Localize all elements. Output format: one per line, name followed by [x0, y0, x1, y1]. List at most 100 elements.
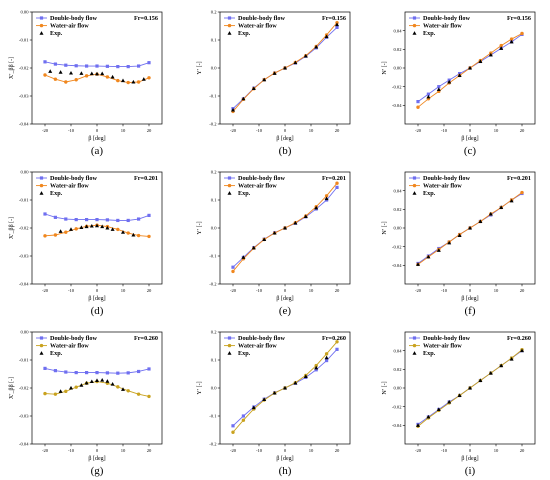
- data-point: [116, 227, 120, 232]
- y-tick-label: -0.1: [209, 94, 217, 99]
- legend-entry: Water-air flow: [423, 343, 462, 350]
- y-axis-label: Y′ [-]: [197, 61, 203, 74]
- x-tick-label: 0: [96, 448, 99, 453]
- data-point: [335, 25, 339, 29]
- x-axis-label: β [deg]: [461, 296, 478, 302]
- y-tick-label: 0.0: [211, 386, 217, 391]
- x-tick-label: -10: [256, 448, 263, 453]
- data-point: [43, 234, 47, 238]
- y-tick-label: -0.03: [19, 254, 29, 259]
- data-point: [426, 92, 430, 96]
- data-point: [126, 371, 130, 375]
- data-point: [509, 198, 514, 203]
- data-point: [478, 59, 483, 63]
- froude-label: Fr=0.156: [507, 15, 531, 22]
- data-point: [53, 77, 58, 81]
- data-point: [74, 385, 78, 389]
- series-line: [417, 33, 523, 108]
- data-point: [105, 225, 110, 230]
- data-point: [509, 39, 514, 44]
- data-point: [520, 190, 524, 195]
- x-axis-label: β [deg]: [276, 456, 293, 462]
- x-tick-label: -20: [230, 448, 237, 453]
- data-point: [457, 73, 462, 77]
- legend-entry: Water-air flow: [238, 343, 277, 350]
- chart-panel-i: -20 -10 0 10 20 -0.04 -0.02 0.00 0.02 0.04 β [deg]…: [382, 331, 536, 477]
- data-point: [416, 262, 420, 266]
- chart-panel-g: -20 -10 0 10 20 -0.04 -0.03 -0.02 -0.01 0.00 β [de…: [9, 330, 163, 477]
- y-tick-label: 0.1: [211, 358, 217, 363]
- data-point: [314, 44, 319, 49]
- data-point: [251, 405, 256, 410]
- data-point: [416, 105, 420, 109]
- data-point: [436, 87, 441, 91]
- data-point: [116, 218, 120, 223]
- data-point: [447, 240, 452, 245]
- data-point: [272, 390, 277, 395]
- data-point: [314, 363, 318, 368]
- legend-marker: [39, 176, 44, 180]
- data-point: [335, 340, 339, 344]
- legend-entry: Exp.: [238, 190, 251, 197]
- y-tick-label: 0.04: [393, 188, 402, 193]
- legend-entry: Double-body flow: [238, 15, 285, 22]
- legend-marker: [227, 336, 232, 340]
- x-tick-label: 20: [520, 288, 525, 293]
- data-point: [241, 96, 246, 101]
- data-point: [69, 385, 73, 390]
- data-point: [100, 71, 105, 76]
- legend-entry: Double-body flow: [50, 15, 97, 22]
- data-point: [136, 392, 141, 396]
- data-point: [137, 64, 141, 68]
- x-tick-label: 10: [309, 288, 314, 293]
- data-point: [136, 233, 141, 238]
- y-axis-label: X′_ββ [-]: [9, 57, 15, 79]
- legend-entry: Water-air flow: [423, 183, 462, 190]
- legend-entry: Water-air flow: [238, 23, 277, 30]
- data-point: [79, 225, 84, 229]
- data-point: [95, 223, 99, 228]
- series-double-body-flow: [43, 366, 151, 375]
- y-tick-label: 0.04: [393, 28, 402, 33]
- x-tick-label: -10: [68, 288, 75, 293]
- x-tick-label: 10: [309, 448, 314, 453]
- data-point: [509, 37, 514, 41]
- data-point: [141, 77, 146, 81]
- data-point: [64, 370, 68, 374]
- data-point: [335, 22, 339, 27]
- data-point: [314, 368, 318, 372]
- data-point: [324, 196, 329, 201]
- data-point: [69, 70, 73, 75]
- data-point: [231, 430, 235, 434]
- data-point: [64, 63, 68, 67]
- legend-entry: Double-body flow: [238, 335, 285, 342]
- data-point: [95, 64, 99, 68]
- chart-panel-h: -20 -10 0 10 20 -0.2 -0.1 0.0 0.1 0.2 β [deg] Y′ [-…: [197, 330, 351, 477]
- series-exp: [58, 378, 125, 393]
- y-axis-label: N′ [-]: [382, 221, 388, 234]
- data-point: [324, 352, 329, 356]
- data-point: [251, 245, 256, 250]
- data-point: [147, 213, 151, 217]
- data-point: [335, 181, 339, 185]
- data-point: [43, 73, 47, 77]
- data-point: [283, 65, 287, 70]
- series-exp: [416, 198, 514, 266]
- y-tick-label: -0.04: [392, 263, 402, 268]
- y-tick-label: -0.04: [392, 423, 402, 428]
- y-tick-label: -0.01: [19, 198, 29, 203]
- data-point: [74, 371, 78, 375]
- legend-entry: Exp.: [50, 350, 63, 357]
- data-point: [324, 34, 329, 39]
- chart-panel-d: -20 -10 0 10 20 -0.04 -0.03 -0.02 -0.01 0.00 β [de…: [9, 170, 163, 317]
- data-point: [509, 356, 514, 361]
- legend-marker: [412, 343, 417, 348]
- legend-marker: [412, 31, 417, 35]
- data-point: [437, 85, 441, 89]
- legend-entry: Double-body flow: [50, 175, 97, 182]
- data-point: [488, 52, 493, 57]
- data-point: [447, 399, 452, 404]
